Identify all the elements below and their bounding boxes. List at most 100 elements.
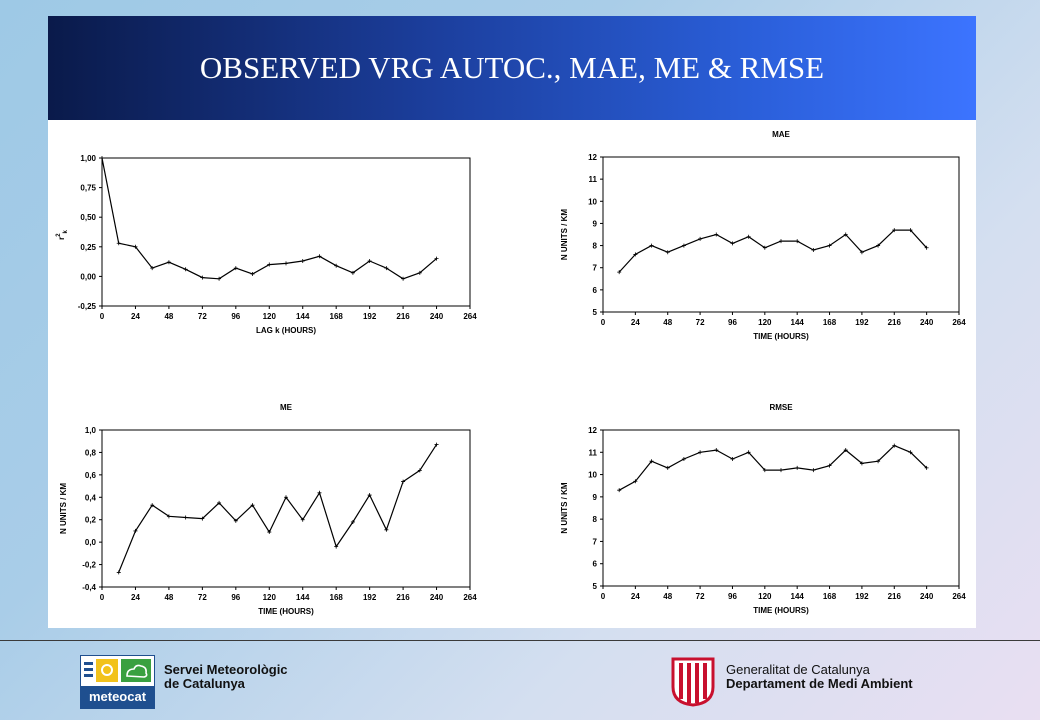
meteocat-wordmark: meteocat [81,686,154,708]
data-point [384,266,389,271]
y-tick-label: 0,75 [80,184,96,193]
chart-me: ME 1,0 0,8 0,6 0,4 0,2 0,0 -0,2 -0,4 0 24 48 72 96 120… [59,403,477,616]
y-tick-label: 12 [588,426,597,435]
data-point [617,270,622,275]
y-tick-label: 0,0 [85,538,97,547]
y-tick-label: 12 [588,153,597,162]
data-point [317,254,322,259]
data-point [859,250,864,255]
data-point [714,232,719,237]
data-point [317,490,322,495]
data-point [133,528,138,533]
y-tick-label: -0,4 [82,583,96,592]
data-point [924,465,929,470]
data-point [417,468,422,473]
data-point [681,243,686,248]
data-point [924,245,929,250]
x-tick-label: 120 [263,593,277,602]
y-tick-label: 7 [593,537,598,546]
y-tick-label: 0,2 [85,516,97,525]
x-tick-label: 144 [791,592,805,601]
x-tick-label: 216 [888,318,902,327]
x-tick-label: 24 [131,312,140,321]
x-tick-label: 168 [330,312,344,321]
footer-org-name: Servei Meteorològic de Catalunya [164,662,288,691]
y-tick-label: 7 [593,264,598,273]
y-tick-label: 10 [588,197,597,206]
chart-title: RMSE [769,403,793,412]
data-point [367,259,372,264]
data-point [746,234,751,239]
y-tick-label: 6 [593,286,598,295]
data-point [100,156,104,160]
data-point [859,461,864,466]
data-point [698,450,703,455]
x-tick-label: 192 [855,318,869,327]
data-point [183,267,188,272]
x-tick-label: 240 [920,318,934,327]
data-point [284,261,288,266]
x-tick-label: 144 [791,318,805,327]
y-tick-label: 11 [589,175,598,184]
x-tick-label: 120 [758,592,772,601]
x-tick-label: 24 [131,593,140,602]
generalitat-emblem-icon [670,655,716,712]
data-point [350,270,355,275]
x-tick-label: 96 [728,318,737,327]
x-tick-label: 264 [952,592,966,601]
x-tick-label: 240 [430,593,444,602]
x-tick-label: 0 [100,312,105,321]
data-point [401,479,406,484]
y-axis-label: N UNITS / KM [59,483,68,534]
y-tick-label: -0,25 [78,302,97,311]
data-point [267,262,272,267]
data-point [876,243,881,248]
data-point [779,468,783,473]
x-axis-label: TIME (HOURS) [258,607,314,616]
data-point [150,266,155,271]
x-tick-label: 168 [823,318,837,327]
slide-title: OBSERVED VRG AUTOC., MAE, ME & RMSE [199,50,825,85]
x-tick-label: 216 [888,592,902,601]
x-tick-label: 24 [631,592,640,601]
plot-frame [101,157,471,307]
data-point [649,459,654,464]
x-tick-label: 144 [296,593,310,602]
x-tick-label: 48 [164,312,173,321]
data-point [233,518,238,523]
data-point [434,442,439,447]
x-tick-label: 168 [823,592,837,601]
x-tick-label: 264 [463,593,477,602]
x-tick-label: 0 [601,318,606,327]
y-tick-label: 0,00 [80,272,96,281]
series-line [118,444,438,573]
data-point [300,259,305,264]
data-point [795,239,800,244]
data-point [284,495,288,500]
y-tick-label: 1,00 [80,154,96,163]
y-tick-label: 0,6 [85,471,97,480]
y-tick-label: 11 [589,448,598,457]
data-point [417,270,422,275]
slide-title-bar: OBSERVED VRG AUTOC., MAE, ME & RMSE [48,16,976,120]
data-point [267,530,272,535]
y-tick-label: 0,50 [80,213,96,222]
x-tick-label: 216 [396,593,410,602]
y-tick-label: 5 [593,308,598,317]
y-tick-label: 6 [593,560,598,569]
data-point [250,503,255,508]
footer-gov-name: Generalitat de Catalunya Departament de … [726,662,913,691]
y-tick-label: 0,8 [85,448,97,457]
x-tick-label: 144 [296,312,310,321]
data-point [617,488,622,493]
data-point [795,465,800,470]
y-tick-label: 10 [588,471,597,480]
data-point [779,239,783,244]
series-line [618,229,928,273]
y-tick-label: 1,0 [85,426,97,435]
data-point [183,515,188,520]
data-point [150,503,155,508]
data-point [350,519,355,524]
x-axis-label: TIME (HOURS) [753,606,809,615]
